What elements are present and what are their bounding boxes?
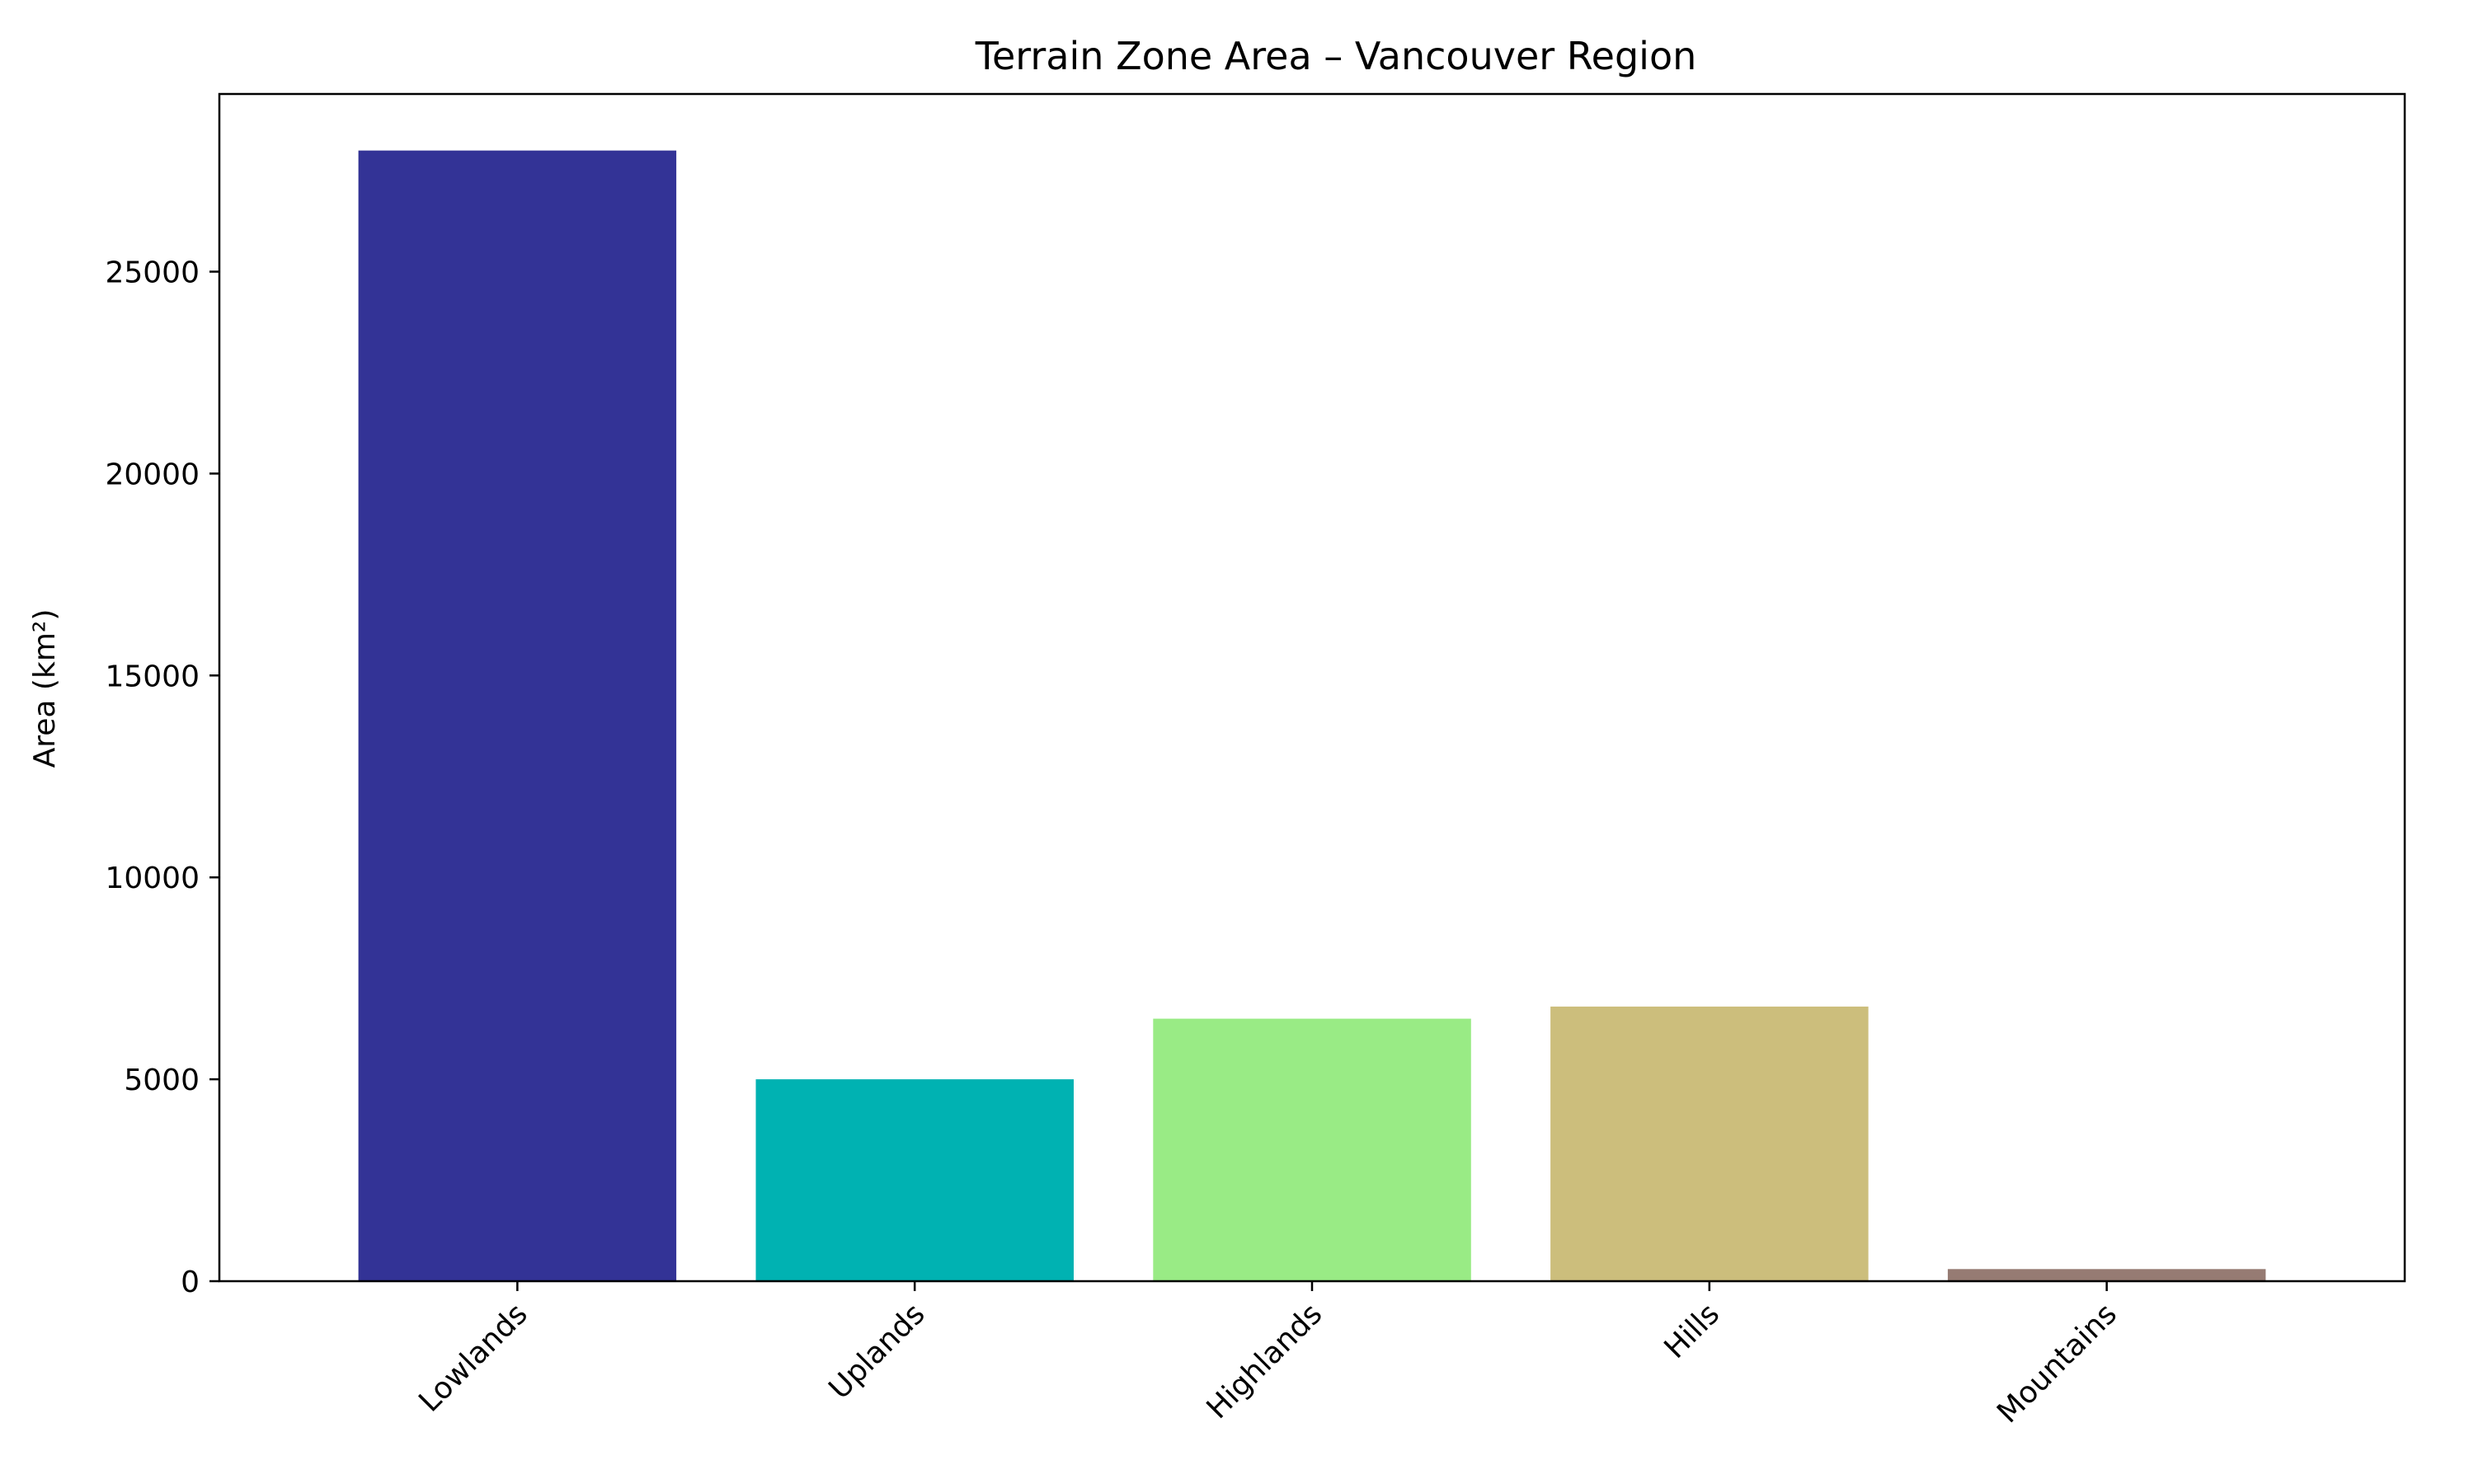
y-axis-ticks: 0 5000 10000 15000 20000 25000 [105, 256, 219, 1299]
chart-title: Terrain Zone Area – Vancouver Region [975, 34, 1697, 78]
bar-lowlands [358, 150, 677, 1282]
plot-area-frame [218, 92, 2406, 1283]
bar-uplands [755, 1079, 1074, 1281]
bar-mountains [1947, 1269, 2266, 1281]
y-tick-label: 25000 [105, 256, 200, 290]
y-tick-label: 0 [181, 1266, 200, 1299]
y-axis-label: Area (km²) [28, 609, 62, 768]
bar-hills [1550, 1006, 1869, 1281]
y-tick-label: 15000 [105, 660, 200, 693]
bar-highlands [1153, 1018, 1471, 1281]
y-tick-label: 10000 [105, 862, 200, 895]
bars-layer [358, 150, 2266, 1282]
y-tick-label: 20000 [105, 458, 200, 491]
y-tick-label: 5000 [124, 1064, 200, 1097]
